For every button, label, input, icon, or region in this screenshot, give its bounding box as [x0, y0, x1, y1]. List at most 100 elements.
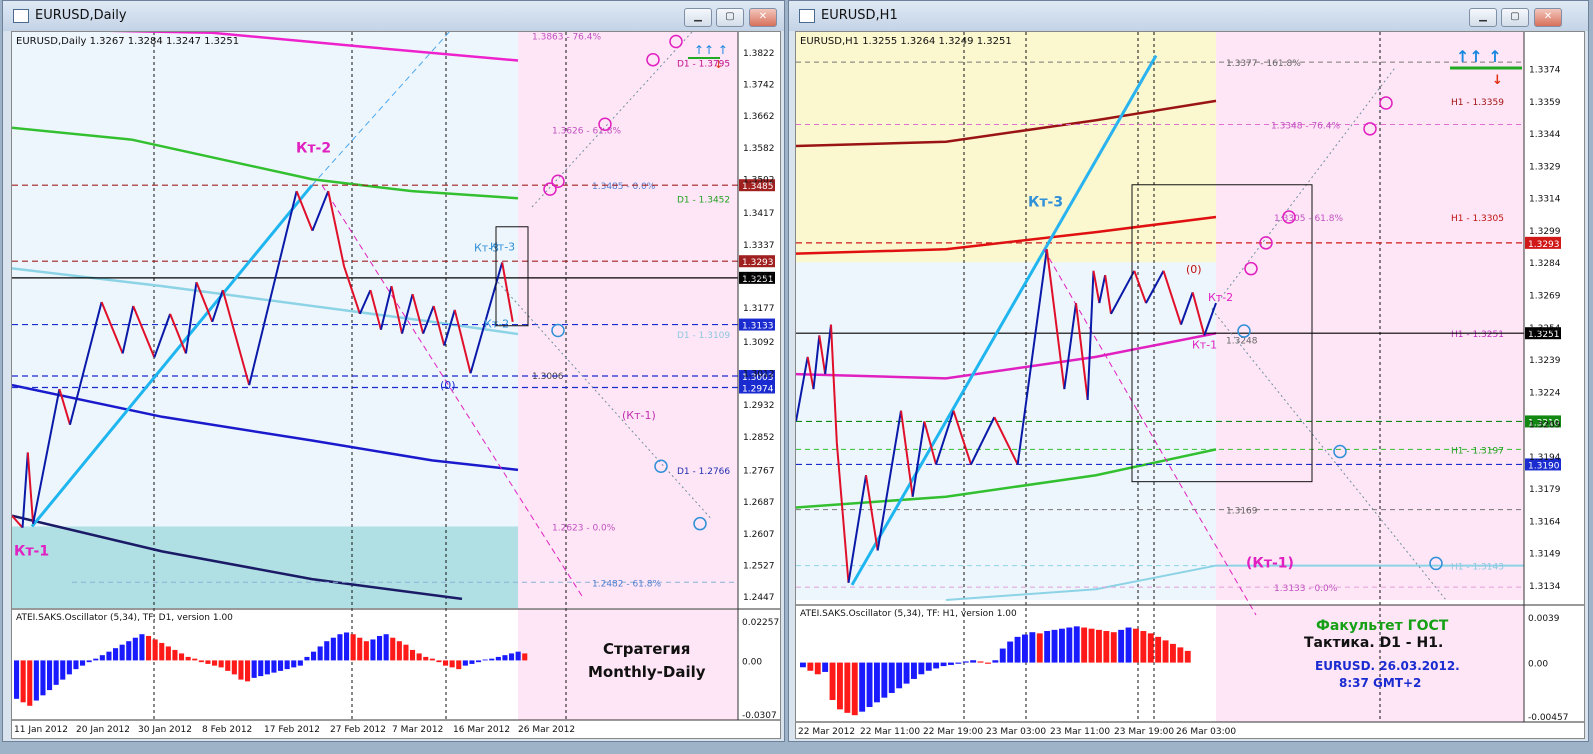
chart-header: EURUSD,Daily 1.3267 1.3284 1.3247 1.3251 [16, 36, 239, 47]
price-segment [32, 388, 61, 524]
oscillator-bar [1140, 631, 1147, 663]
price-segment [211, 289, 224, 323]
oscillator-title: ATEI.SAKS.Oscillator (5,34), TF: D1, ver… [16, 613, 233, 623]
price-segment [121, 305, 135, 354]
target-circle [654, 459, 668, 474]
price-segment [1075, 302, 1089, 401]
price-axis-tick: 1.3582 [743, 144, 775, 154]
price-axis-tick: 1.3092 [743, 338, 775, 348]
chart-window-icon [799, 9, 815, 23]
oscillator-bar [410, 649, 416, 661]
oscillator-bar [33, 660, 39, 701]
oscillator-axis-tick: 0.00 [742, 657, 762, 667]
annotation: Кт-3 [474, 242, 499, 255]
oscillator-bar [179, 653, 185, 661]
daily-chart-area[interactable]: 1.3863 - 76.4% D1 - 1.3795 1.3626 - 61.8% 1… [11, 31, 781, 739]
oscillator-bar [60, 660, 66, 680]
oscillator-bar [251, 660, 257, 678]
level-label: H1 - 1.3251 [1451, 330, 1504, 340]
moving-average-line [12, 383, 519, 472]
oscillator-bar [423, 656, 429, 661]
price-segment [1110, 270, 1136, 315]
oscillator-bar [357, 637, 363, 661]
price-segment [952, 410, 972, 465]
target-circle [1282, 210, 1296, 224]
time-axis-label: 8 Feb 2012 [202, 725, 252, 735]
oscillator-bar [370, 639, 376, 661]
price-segment [311, 190, 330, 232]
oscillator-bar [866, 662, 873, 707]
oscillator-bar [800, 662, 806, 668]
annotation: Кт-3 [1028, 194, 1063, 210]
price-axis-tick: 1.3359 [1529, 98, 1561, 108]
time-axis-label: 22 Mar 19:00 [923, 727, 983, 737]
minimize-button[interactable]: ▁ [684, 8, 712, 27]
oscillator-bar [814, 662, 821, 675]
level-label: 1.3006 [532, 372, 564, 382]
oscillator-bar [317, 646, 323, 661]
price-segment [453, 309, 472, 374]
oscillator-bar [106, 651, 112, 661]
level-label: 1.3626 - 61.8% [552, 126, 621, 136]
strategy-caption: Monthly-Daily [588, 663, 706, 681]
price-segment [830, 324, 838, 443]
price-segment [1191, 292, 1206, 336]
oscillator-bar [443, 660, 449, 666]
h1-chart-window[interactable]: EURUSD,H1 ▁ ▢ ✕ 1.3377 - 161.8% H1 - 1.33… [788, 0, 1589, 742]
minimize-button[interactable]: ▁ [1469, 8, 1497, 27]
level-label: 1.3169 [1226, 507, 1258, 517]
oscillator-bar [119, 644, 125, 661]
oscillator-bar [859, 662, 866, 712]
daily-chart-window[interactable]: EURUSD,Daily ▁ ▢ ✕ 1.3863 - 76.4% D1 - 1.… [2, 0, 785, 742]
oscillator-axis-tick: -0.0307 [742, 711, 777, 721]
oscillator-bar [86, 660, 92, 663]
oscillator-bar [874, 662, 880, 703]
oscillator-bar [20, 660, 26, 703]
oscillator-bar [66, 660, 72, 675]
h1-chart-svg[interactable]: 1.3377 - 161.8% H1 - 1.3359 1.3348 - 76.4%… [796, 32, 1584, 738]
price-tag-box [739, 318, 775, 331]
moving-average-line [796, 99, 1217, 148]
oscillator-bar [807, 662, 814, 671]
maximize-button[interactable]: ▢ [716, 8, 744, 27]
oscillator-bar [278, 660, 284, 671]
price-segment [1086, 270, 1095, 400]
price-axis-tick: 1.3374 [1529, 66, 1561, 76]
oscillator-bar [212, 660, 218, 666]
price-tag-box [739, 370, 775, 383]
oscillator-bar [99, 655, 105, 661]
oscillator-bar [502, 655, 508, 661]
price-segment [806, 356, 815, 390]
level-label: 1.3133 - 0.0% [1274, 584, 1338, 594]
price-axis-tick: 1.3179 [1529, 485, 1561, 495]
time-axis-label: 27 Feb 2012 [330, 725, 386, 735]
price-tag-label: 1.3133 [742, 322, 774, 332]
price-axis-tick: 1.3344 [1529, 130, 1561, 140]
daily-chart-svg[interactable]: 1.3863 - 76.4% D1 - 1.3795 1.3626 - 61.8% 1… [12, 32, 780, 738]
price-tag-box [739, 179, 775, 192]
price-axis-tick: 1.2767 [743, 466, 775, 476]
moving-average-line [945, 564, 1524, 601]
price-segment [970, 416, 996, 465]
level-label: D1 - 1.3109 [677, 331, 730, 341]
price-tag-box [1525, 327, 1561, 340]
target-circle [1333, 444, 1347, 459]
window-titlebar[interactable]: EURUSD,H1 ▁ ▢ ✕ [789, 1, 1588, 31]
oscillator-bar [1081, 627, 1088, 663]
oscillator-bar [822, 662, 829, 672]
oscillator-bar [159, 642, 165, 661]
oscillator-bar [1059, 628, 1065, 663]
time-axis-label: 23 Mar 11:00 [1050, 727, 1110, 737]
price-axis-tick: 1.3254 [1529, 324, 1561, 334]
time-axis-label: 22 Mar 2012 [798, 727, 855, 737]
close-button[interactable]: ✕ [1534, 8, 1562, 27]
oscillator-bar [1044, 631, 1051, 663]
window-titlebar[interactable]: EURUSD,Daily ▁ ▢ ✕ [3, 1, 784, 31]
h1-chart-area[interactable]: 1.3377 - 161.8% H1 - 1.3359 1.3348 - 76.4%… [795, 31, 1585, 739]
level-label: 1.3248 [1226, 337, 1258, 347]
price-segment [1162, 270, 1182, 325]
maximize-button[interactable]: ▢ [1501, 8, 1529, 27]
oscillator-bar [896, 662, 903, 689]
close-button[interactable]: ✕ [749, 8, 777, 27]
price-axis-tick: 1.3502 [743, 175, 775, 185]
